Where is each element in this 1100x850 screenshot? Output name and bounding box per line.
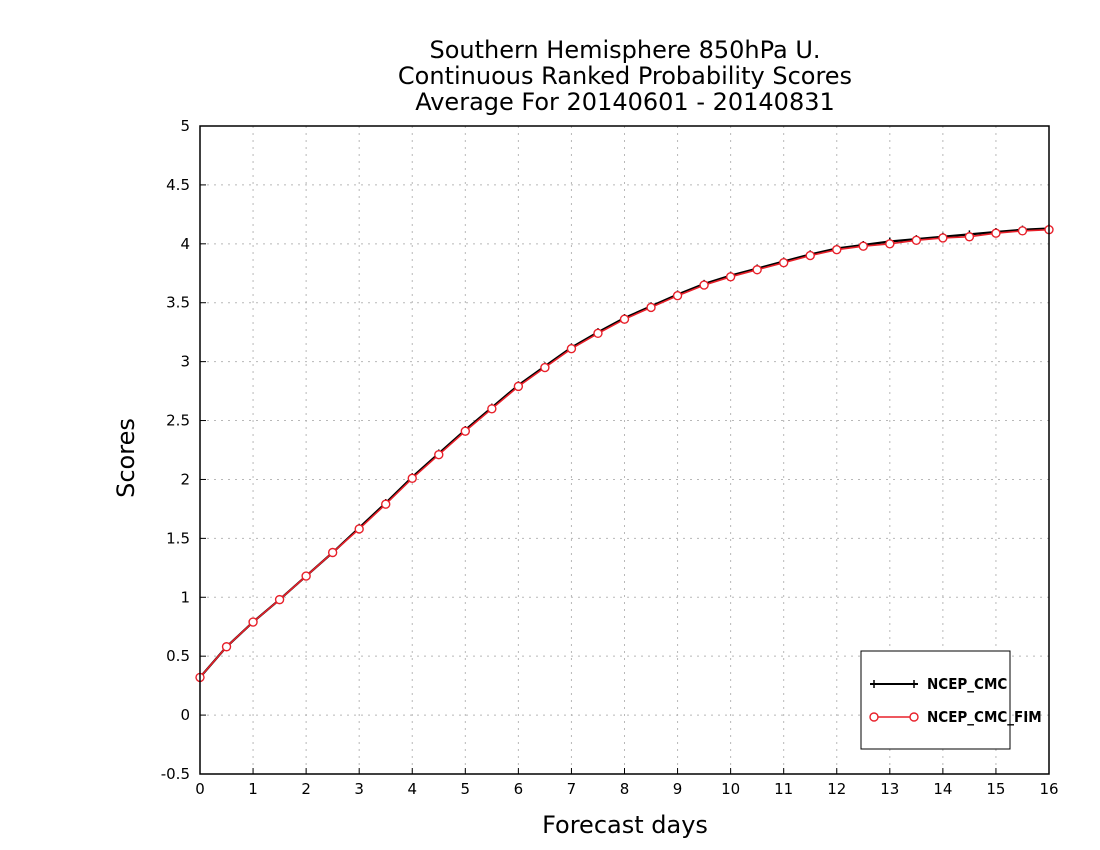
y-tick-label: 1.5: [166, 529, 190, 547]
data-point: [938, 233, 948, 243]
legend-box: [860, 650, 1011, 750]
x-tick-label: 0: [195, 780, 205, 798]
y-tick-label: 4: [180, 235, 190, 253]
x-tick-label: 14: [933, 780, 952, 798]
series-ncep-cmc-fim: [195, 224, 1054, 683]
y-tick-label: 1: [180, 588, 190, 606]
data-point: [460, 426, 471, 436]
legend: NCEP_CMC NCEP_CMC_FIM: [860, 650, 1042, 750]
data-point: [301, 571, 311, 581]
data-point: [725, 272, 736, 282]
data-point: [566, 343, 577, 354]
data-point: [274, 594, 285, 605]
x-tick-label: 4: [407, 780, 417, 798]
x-tick-label: 13: [880, 780, 899, 798]
legend-label: NCEP_CMC: [927, 675, 1007, 693]
data-point: [221, 642, 232, 652]
x-tick-label: 1: [248, 780, 258, 798]
x-tick-label: 5: [461, 780, 471, 798]
x-tick-label: 2: [301, 780, 311, 798]
y-tick-label: 4.5: [166, 176, 190, 194]
data-point: [513, 381, 524, 392]
x-tick-label: 7: [567, 780, 577, 798]
data-point: [646, 302, 656, 313]
chart-title-line-1: Southern Hemisphere 850hPa U.: [429, 36, 820, 64]
data-point: [248, 617, 258, 627]
data-point: [778, 257, 789, 268]
x-axis-label: Forecast days: [542, 811, 708, 839]
chart-title: Southern Hemisphere 850hPa U. Continuous…: [398, 36, 852, 116]
data-point: [964, 232, 975, 242]
data-point: [619, 314, 630, 324]
y-tick-label: 3: [180, 353, 190, 371]
legend-marker: [869, 712, 879, 722]
legend-entry: NCEP_CMC_FIM: [869, 708, 1042, 726]
y-tick-label: -0.5: [161, 765, 190, 783]
data-point: [487, 404, 497, 414]
chart-title-line-2: Continuous Ranked Probability Scores: [398, 62, 852, 90]
legend-marker: [870, 680, 878, 688]
data-point: [327, 547, 338, 558]
data-point: [832, 245, 842, 255]
x-tick-label: 9: [673, 780, 683, 798]
data-point: [1017, 226, 1028, 236]
y-tick-label: 0.5: [166, 647, 190, 665]
data-point: [885, 239, 895, 249]
data-point: [699, 280, 709, 290]
y-tick-label: 3.5: [166, 294, 190, 312]
data-point: [752, 265, 762, 275]
data-point: [407, 473, 417, 483]
x-tick-label: 12: [827, 780, 846, 798]
x-tick-label: 8: [620, 780, 630, 798]
legend-marker: [909, 712, 919, 722]
x-tick-label: 15: [986, 780, 1005, 798]
data-point: [858, 241, 868, 251]
data-point: [672, 290, 683, 301]
data-point: [593, 328, 603, 339]
data-point: [911, 235, 922, 245]
data-point: [354, 524, 364, 534]
x-tick-label: 16: [1039, 780, 1058, 798]
y-tick-label: 0: [180, 706, 190, 724]
y-tick-label: 2: [180, 470, 190, 488]
y-axis-label: Scores: [112, 418, 140, 498]
x-tick-label: 3: [354, 780, 364, 798]
y-tick-label: 2.5: [166, 412, 190, 430]
series-ncep-cmc: [196, 224, 1053, 682]
data-point: [434, 450, 444, 460]
data-point: [540, 362, 550, 373]
y-tick-label: 5: [180, 117, 190, 135]
series-layer: [195, 224, 1054, 683]
data-point: [991, 228, 1001, 238]
legend-label: NCEP_CMC_FIM: [927, 708, 1042, 726]
data-point: [381, 499, 391, 509]
x-tick-label: 10: [721, 780, 740, 798]
data-point: [805, 250, 815, 261]
legend-entry: NCEP_CMC: [870, 675, 1007, 693]
x-axis: 0 1 2 3 4 5 6 7 8 9 10 11 12 13 14 15 16: [195, 768, 1059, 798]
legend-marker: [910, 680, 918, 688]
x-tick-label: 11: [774, 780, 793, 798]
y-axis: -0.5 0 0.5 1 1.5 2 2.5 3 3.5 4 4.5 5: [161, 117, 206, 783]
chart-title-line-3: Average For 20140601 - 20140831: [415, 88, 835, 116]
x-tick-label: 6: [514, 780, 524, 798]
